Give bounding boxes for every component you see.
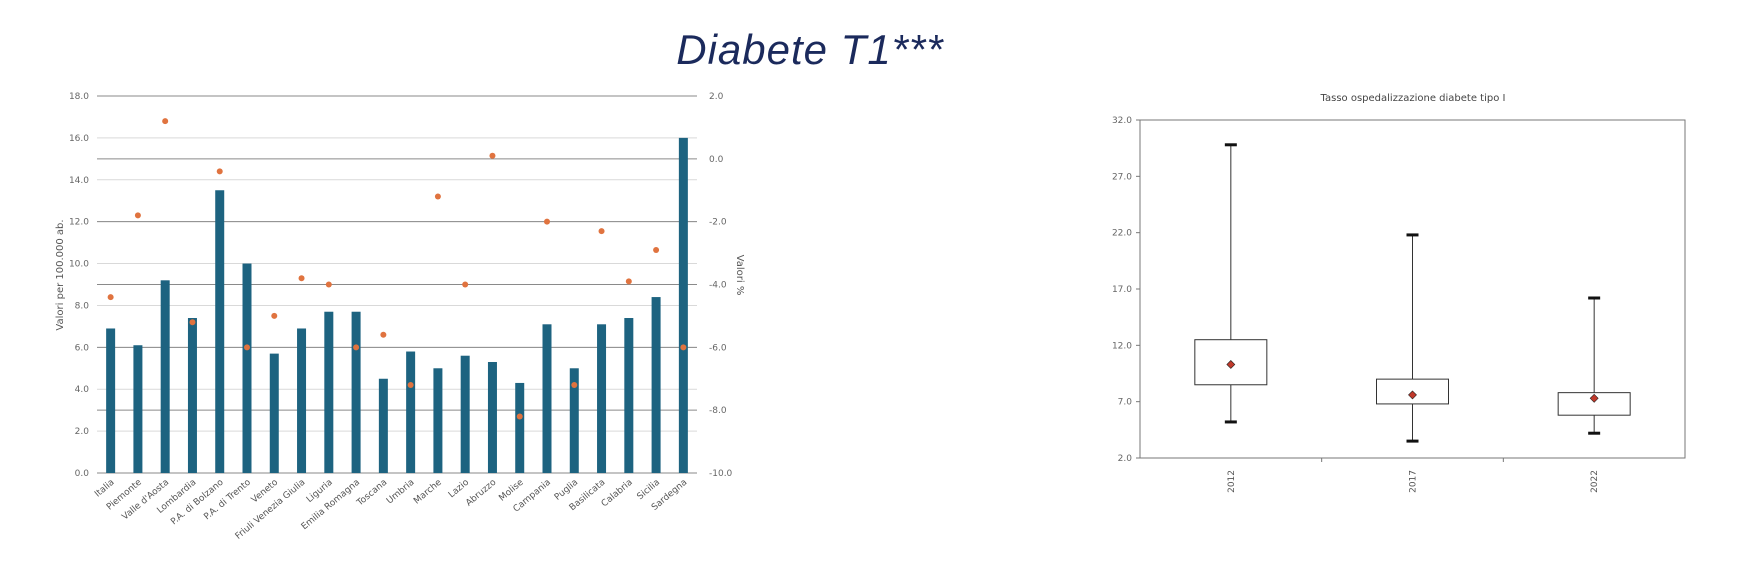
bar — [133, 345, 143, 473]
bar — [542, 324, 552, 473]
percent-marker — [489, 152, 496, 159]
bar-chart-right-tick-label: -2.0 — [709, 218, 727, 228]
bar-chart-right-tick-label: 2.0 — [709, 92, 724, 102]
percent-marker — [434, 193, 441, 200]
percent-marker — [162, 118, 169, 125]
percent-marker — [544, 218, 550, 225]
bar-chart-percent-markers — [107, 118, 687, 420]
percent-marker — [516, 413, 523, 420]
percent-marker — [380, 331, 387, 338]
bar — [324, 311, 334, 473]
percent-marker — [271, 312, 278, 319]
bar — [378, 378, 388, 473]
percent-marker — [462, 281, 469, 288]
bar — [215, 190, 225, 473]
percent-marker — [680, 344, 687, 351]
bar-chart-left-tick-label: 0.0 — [75, 469, 90, 479]
bar-chart-right-tick-label: -6.0 — [709, 343, 727, 353]
boxplot-mean-marker — [1226, 360, 1236, 369]
bar-chart-left-tick-label: 10.0 — [69, 260, 89, 270]
bar — [433, 368, 443, 473]
percent-marker — [653, 246, 660, 253]
bar-chart-left-tick-label: 2.0 — [75, 427, 90, 437]
bar-chart-left-tick-label: 4.0 — [75, 385, 90, 395]
bar-chart-right-axis: -10.0 -8.0 -6.0 -4.0 -2.0 0.0 2.0 — [709, 92, 733, 479]
bar-chart-right-tick-label: -4.0 — [709, 281, 727, 291]
bar — [242, 263, 252, 473]
percent-marker — [298, 275, 305, 282]
boxplot-category-labels: 2012 2017 2022 — [1227, 458, 1600, 493]
bar-chart-left-tick-label: 12.0 — [69, 218, 89, 228]
bar-chart-left-tick-label: 6.0 — [75, 343, 90, 353]
bar-chart-right-tick-label: -10.0 — [709, 469, 733, 479]
percent-marker — [216, 168, 223, 175]
bar — [460, 355, 470, 473]
bar — [651, 297, 661, 473]
bar — [678, 137, 688, 473]
percent-marker — [134, 212, 141, 219]
bar-chart-left-axis: 0.0 2.0 4.0 6.0 8.0 10.0 12.0 14.0 16.0 18.0 — [69, 92, 89, 479]
bar — [569, 368, 579, 473]
bar — [515, 382, 525, 473]
boxplot-y-tick-label: 32.0 — [1112, 116, 1132, 126]
boxplot-y-tick-label: 12.0 — [1112, 341, 1132, 351]
bar — [269, 353, 279, 473]
boxplot-boxes — [1194, 143, 1631, 443]
bar-chart-left-tick-label: 18.0 — [69, 92, 89, 102]
bar-chart-right-tick-label: -8.0 — [709, 406, 727, 416]
bar-chart-ylabel: Valori per 100.000 ab. — [55, 219, 66, 330]
bar — [160, 280, 170, 473]
bar — [597, 324, 607, 473]
bar-chart-left-tick-label: 16.0 — [69, 134, 89, 144]
percent-marker — [598, 228, 605, 235]
percent-marker — [107, 294, 114, 301]
bar — [106, 328, 116, 473]
bar — [624, 318, 634, 473]
bar — [187, 318, 197, 473]
bar-chart-y2label: Valori % — [734, 255, 745, 296]
boxplot-y-tick-label: 22.0 — [1112, 229, 1132, 239]
page-title: Diabete T1*** — [676, 26, 944, 73]
boxplot-category-label: 2017 — [1409, 470, 1419, 493]
percent-marker — [571, 382, 578, 389]
boxplot-mean-marker — [1589, 393, 1599, 403]
boxplot-y-tick-label: 27.0 — [1112, 172, 1132, 182]
boxplot-y-tick-label: 17.0 — [1112, 285, 1132, 295]
bar — [406, 351, 416, 473]
percent-marker — [407, 382, 414, 389]
bar-chart-left-tick-label: 14.0 — [69, 176, 89, 186]
boxplot-title: Tasso ospedalizzazione diabete tipo I — [1320, 93, 1506, 104]
percent-marker — [353, 344, 360, 351]
percent-marker — [625, 278, 632, 285]
boxplot-category-label: 2012 — [1227, 470, 1237, 493]
bar-chart-bars — [106, 137, 688, 473]
percent-marker — [325, 281, 332, 288]
percent-marker — [244, 344, 250, 351]
boxplot-y-axis: 2.0 7.0 12.0 17.0 22.0 27.0 32.0 — [1112, 116, 1140, 464]
bar — [487, 361, 497, 473]
boxplot-mean-marker — [1408, 390, 1417, 400]
boxplot-box — [1194, 339, 1268, 386]
bar-chart-right-tick-label: 0.0 — [709, 155, 724, 165]
boxplot-y-tick-label: 2.0 — [1118, 454, 1133, 464]
boxplot-y-tick-label: 7.0 — [1118, 398, 1133, 408]
bar — [297, 328, 307, 473]
bar-chart-gridlines — [97, 95, 697, 474]
boxplot-box — [1557, 392, 1631, 416]
percent-marker — [189, 319, 196, 326]
bar — [351, 311, 361, 473]
bar-chart-left-tick-label: 8.0 — [75, 301, 90, 311]
boxplot-category-label: 2022 — [1590, 470, 1600, 493]
